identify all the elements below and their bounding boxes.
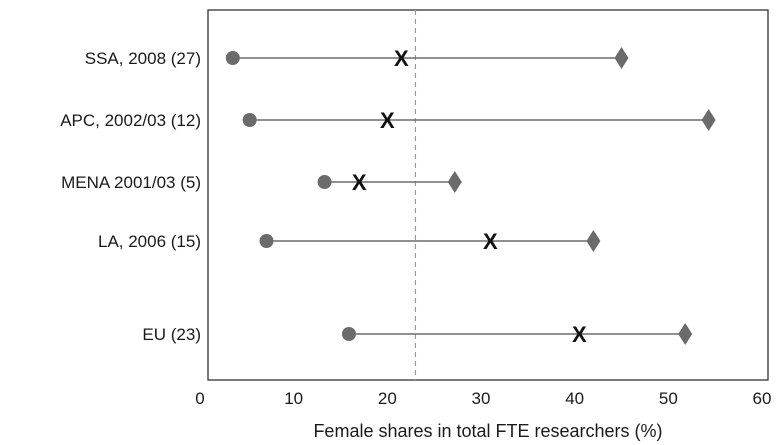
category-label: SSA, 2008 (27): [85, 49, 201, 68]
average-point: X: [483, 229, 498, 254]
row-1: APC, 2002/03 (12) X: [60, 108, 716, 133]
category-label: LA, 2006 (15): [98, 232, 201, 251]
x-tick-label: 20: [378, 389, 397, 408]
average-point: X: [572, 322, 587, 347]
x-tick-label: 40: [565, 389, 584, 408]
max-point: [614, 47, 629, 69]
x-tick-label: 50: [659, 389, 678, 408]
max-point: [586, 230, 601, 252]
min-point: [225, 51, 240, 65]
min-point: [259, 234, 274, 248]
max-point: [701, 109, 716, 131]
average-point: X: [380, 108, 395, 133]
x-tick-label: 0: [195, 389, 204, 408]
average-point: X: [394, 46, 409, 71]
row-2: MENA 2001/03 (5) X: [61, 170, 462, 195]
x-axis-title: Female shares in total FTE researchers (…: [313, 421, 662, 441]
row-3: LA, 2006 (15) X: [98, 229, 601, 254]
max-point: [678, 323, 693, 345]
min-point: [317, 175, 332, 189]
category-label: EU (23): [142, 325, 201, 344]
x-tick-label: 60: [753, 389, 772, 408]
average-point: X: [352, 170, 367, 195]
category-label: MENA 2001/03 (5): [61, 173, 201, 192]
plot-frame: [207, 9, 769, 381]
row-0: SSA, 2008 (27) X: [85, 46, 629, 71]
category-label: APC, 2002/03 (12): [60, 111, 201, 130]
row-4: EU (23) X: [142, 322, 693, 347]
min-point: [242, 113, 257, 127]
max-point: [447, 171, 462, 193]
x-tick-label: 10: [284, 389, 303, 408]
min-point: [341, 327, 356, 341]
x-tick-label: 30: [472, 389, 491, 408]
